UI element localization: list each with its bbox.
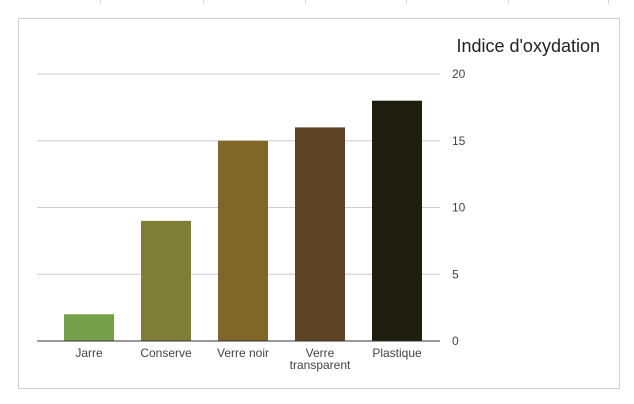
y-tick-label: 5 [452,267,459,281]
x-tick-label: transparent [290,358,351,372]
strip-divider [508,0,509,4]
bar [64,314,114,341]
y-tick-label: 20 [452,67,466,81]
x-tick-label: Conserve [140,346,192,360]
x-tick-label: Jarre [75,346,103,360]
x-tick-label: Verre noir [217,346,269,360]
strip-divider [406,0,407,4]
y-tick-label: 0 [452,334,459,348]
strip-divider [100,0,101,4]
x-tick-label: Plastique [372,346,422,360]
x-tick-label: Verre [306,346,335,360]
bar [372,100,422,341]
y-tick-label: 10 [452,201,466,215]
strip-divider [203,0,204,4]
strip-divider [305,0,306,4]
chart-title: Indice d'oxydation [456,36,600,56]
bar [295,127,345,342]
bars [64,100,422,342]
top-strip [0,0,634,4]
bar [141,220,191,341]
y-axis-ticks: 0 5 10 15 20 [452,67,466,348]
strip-divider [608,0,609,4]
bar [218,140,268,341]
y-tick-label: 15 [452,134,466,148]
